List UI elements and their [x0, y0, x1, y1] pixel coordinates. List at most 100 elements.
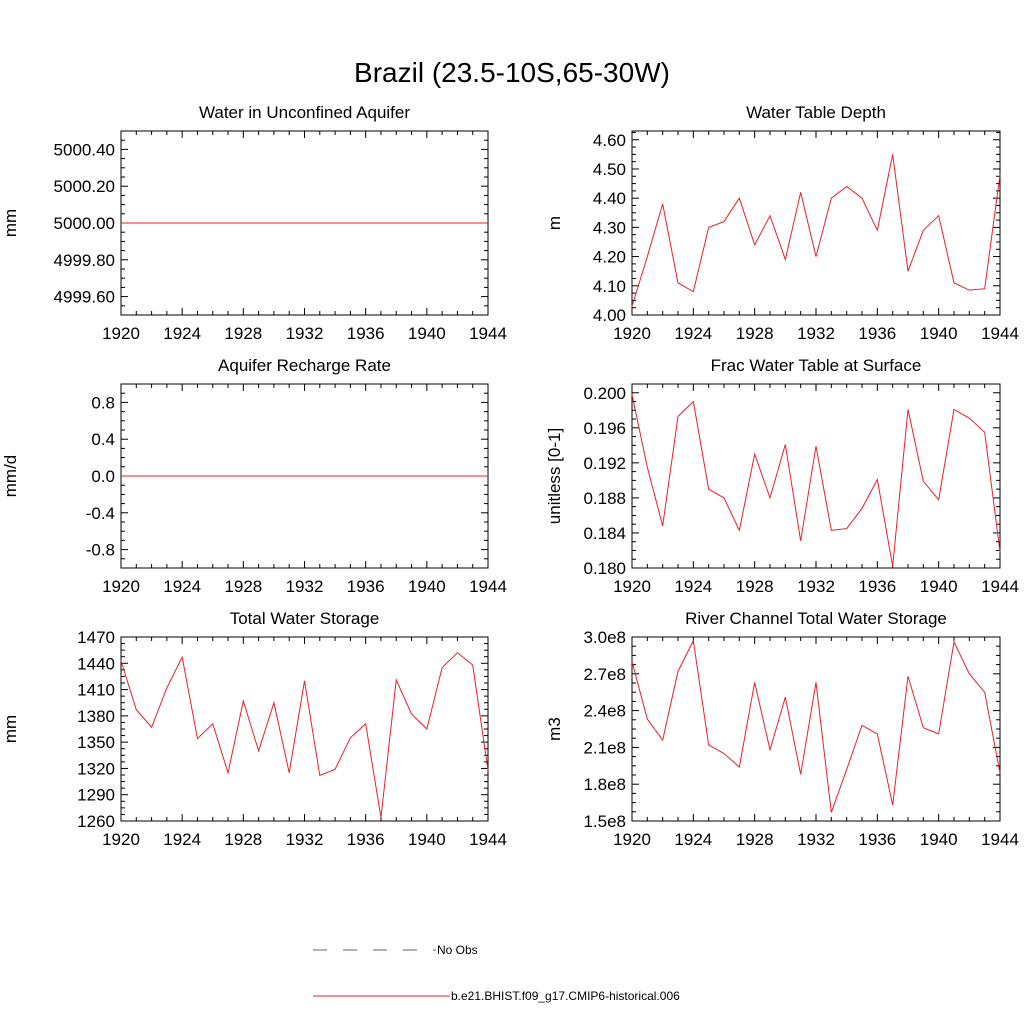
chart-panel-1: 1920 1924 1928 1932 1936 1940 1944 4999.60 4999.… [1, 103, 507, 343]
plot-frame [631, 383, 1001, 569]
x-tick-label: 1928 [736, 830, 774, 849]
x-tick-label: 1936 [858, 577, 896, 596]
series-line [631, 639, 1001, 813]
chart-title: Water in Unconfined Aquifer [199, 103, 410, 122]
x-tick-label: 1940 [920, 577, 958, 596]
legend-label-no-obs: No Obs [437, 943, 478, 957]
x-tick-label: 1920 [102, 577, 140, 596]
chart-panel-3: 1920 1924 1928 1932 1936 1940 1944 -0.8 -0.4 0.0 0… [1, 356, 507, 596]
y-tick-label: 5000.00 [54, 214, 115, 233]
x-tick-label: 1944 [469, 324, 507, 343]
y-tick-label: 4.10 [593, 277, 626, 296]
x-tick-label: 1928 [224, 577, 262, 596]
y-axis-label: mm [1, 715, 20, 743]
y-tick-label: 0.180 [583, 559, 626, 578]
y-tick-label: 0.200 [583, 384, 626, 403]
x-tick-label: 1924 [674, 577, 712, 596]
y-tick-label: -0.4 [86, 504, 115, 523]
x-tick-label: 1940 [408, 577, 446, 596]
x-tick-label: 1932 [286, 324, 324, 343]
y-tick-label: 1260 [77, 812, 115, 831]
y-tick-label: 4.50 [593, 160, 626, 179]
x-tick-label: 1932 [797, 324, 835, 343]
y-tick-label: 0.184 [583, 524, 626, 543]
y-tick-label: 4999.60 [54, 288, 115, 307]
y-tick-label: 0.4 [91, 430, 115, 449]
x-tick-label: 1936 [347, 324, 385, 343]
x-tick-label: 1944 [469, 577, 507, 596]
y-tick-label: 1.8e8 [583, 775, 626, 794]
x-tick-label: 1928 [224, 324, 262, 343]
y-tick-label: 0.196 [583, 419, 626, 438]
x-tick-label: 1920 [613, 830, 651, 849]
y-tick-label: 5000.20 [54, 177, 115, 196]
series-line [631, 394, 1001, 567]
x-tick-label: 1932 [797, 830, 835, 849]
x-tick-label: 1924 [163, 830, 201, 849]
y-tick-label: 1350 [77, 733, 115, 752]
x-tick-label: 1924 [674, 324, 712, 343]
y-tick-label: 1380 [77, 707, 115, 726]
x-tick-label: 1936 [347, 830, 385, 849]
x-tick-label: 1924 [163, 324, 201, 343]
plot-frame [120, 636, 489, 822]
chart-title: River Channel Total Water Storage [685, 609, 947, 628]
y-tick-label: 1470 [77, 628, 115, 647]
y-axis-label: mm/d [1, 455, 20, 498]
y-tick-label: 4.30 [593, 218, 626, 237]
y-tick-label: 0.192 [583, 454, 626, 473]
y-tick-label: 2.1e8 [583, 738, 626, 757]
y-tick-label: 0.0 [91, 467, 115, 486]
y-tick-label: 4.40 [593, 189, 626, 208]
y-tick-label: 4999.80 [54, 251, 115, 270]
y-axis-label: m3 [545, 717, 564, 741]
y-tick-label: 2.7e8 [583, 665, 626, 684]
x-tick-label: 1928 [224, 830, 262, 849]
y-tick-label: 1410 [77, 681, 115, 700]
chart-panel-6: 1920 1924 1928 1932 1936 1940 1944 1.5e8 1.8e8 2.… [545, 609, 1019, 849]
y-tick-label: 5000.40 [54, 140, 115, 159]
y-axis-label: unitless [0-1] [545, 428, 564, 524]
chart-panel-4: 1920 1924 1928 1932 1936 1940 1944 0.180 0.184 0.… [545, 356, 1019, 596]
x-tick-label: 1944 [981, 830, 1019, 849]
y-tick-label: 2.4e8 [583, 702, 626, 721]
x-tick-label: 1920 [613, 577, 651, 596]
series-line [120, 652, 489, 818]
y-axis-label: m [545, 216, 564, 230]
y-tick-label: -0.8 [86, 541, 115, 560]
legend-label-model: b.e21.BHIST.f09_g17.CMIP6-historical.006 [451, 989, 680, 1003]
y-tick-label: 0.8 [91, 393, 115, 412]
y-axis-label: mm [1, 209, 20, 237]
chart-panel-5: 1920 1924 1928 1932 1936 1940 1944 1260 1290 1320… [1, 609, 507, 849]
y-tick-label: 0.188 [583, 489, 626, 508]
y-tick-label: 4.00 [593, 306, 626, 325]
y-tick-label: 1290 [77, 786, 115, 805]
x-tick-label: 1920 [102, 830, 140, 849]
y-tick-label: 1320 [77, 759, 115, 778]
x-tick-label: 1944 [981, 324, 1019, 343]
plot-frame [631, 130, 1001, 316]
chart-panels: 1920 1924 1928 1932 1936 1940 1944 4999.60 4999.… [1, 103, 1019, 849]
x-tick-label: 1944 [469, 830, 507, 849]
x-tick-label: 1944 [981, 577, 1019, 596]
x-tick-label: 1940 [408, 830, 446, 849]
x-tick-label: 1936 [858, 324, 896, 343]
x-tick-label: 1920 [102, 324, 140, 343]
legend: No Obs b.e21.BHIST.f09_g17.CMIP6-histori… [313, 943, 680, 1003]
x-tick-label: 1940 [920, 324, 958, 343]
x-tick-label: 1932 [797, 577, 835, 596]
x-tick-label: 1924 [674, 830, 712, 849]
figure-title: Brazil (23.5-10S,65-30W) [354, 57, 670, 88]
plot-frame [631, 636, 1001, 822]
y-tick-label: 4.20 [593, 248, 626, 267]
y-tick-label: 1.5e8 [583, 812, 626, 831]
x-tick-label: 1932 [286, 830, 324, 849]
x-tick-label: 1928 [736, 577, 774, 596]
y-tick-label: 1440 [77, 654, 115, 673]
chart-title: Total Water Storage [230, 609, 380, 628]
series-line [631, 154, 1001, 307]
chart-title: Aquifer Recharge Rate [218, 356, 391, 375]
x-tick-label: 1940 [920, 830, 958, 849]
chart-panel-2: 1920 1924 1928 1932 1936 1940 1944 4.00 4.10 4.20… [545, 103, 1019, 343]
